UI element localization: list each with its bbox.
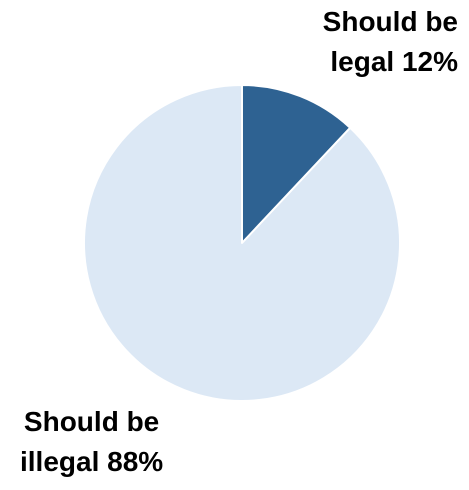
slice-label-legal-line-2: legal 12% <box>330 46 458 77</box>
slice-label-illegal: Should be illegal 88% <box>20 402 163 482</box>
slice-label-legal: Should be legal 12% <box>323 2 458 82</box>
slice-label-legal-line-1: Should be <box>322 6 458 37</box>
slice-label-illegal-line-1: Should be <box>23 406 160 437</box>
pie-slice-should-be-legal <box>241 84 352 244</box>
pie-slices <box>83 84 401 402</box>
pie-slice-should-be-illegal <box>83 84 401 402</box>
slice-label-illegal-line-2: illegal 88% <box>20 446 164 477</box>
